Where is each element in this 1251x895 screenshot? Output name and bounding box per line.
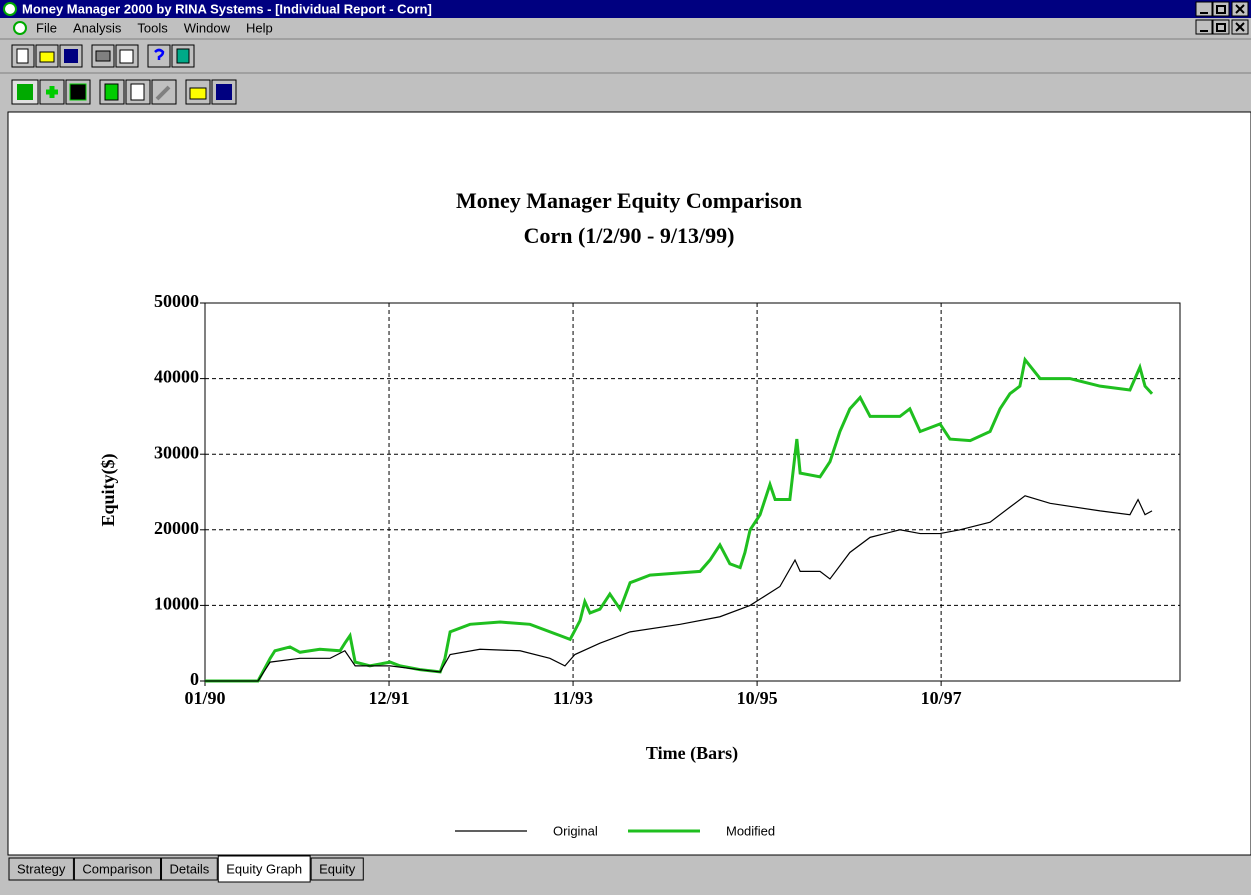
tab-shape — [8, 857, 74, 881]
y-tick-label: 50000 — [154, 291, 199, 311]
window-title: Money Manager 2000 by RINA Systems - [In… — [22, 1, 432, 16]
tab-label: Details — [170, 861, 210, 876]
menu-item[interactable]: Help — [246, 20, 273, 35]
icon — [46, 86, 58, 98]
plot-area — [204, 302, 1181, 682]
icon — [189, 87, 207, 100]
tab[interactable]: Comparison — [73, 857, 162, 881]
control-glyphs — [1200, 4, 1245, 32]
menu-item[interactable]: Window — [184, 20, 231, 35]
report-panel — [7, 111, 1251, 856]
series-line — [205, 495, 1153, 682]
tab-shape — [217, 855, 311, 883]
doc-icon — [13, 21, 27, 35]
tab-label: Comparison — [82, 861, 152, 876]
icon — [17, 84, 33, 100]
y-tick-label: 0 — [190, 669, 199, 689]
icon — [39, 51, 55, 63]
tab-label: Strategy — [17, 861, 66, 876]
toolbar[interactable] — [11, 44, 195, 68]
y-tick-label: 40000 — [154, 367, 199, 387]
x-tick-label: 10/97 — [921, 688, 962, 708]
tab[interactable]: Equity Graph — [217, 855, 311, 883]
y-tick-label: 20000 — [154, 518, 199, 538]
chart-title: Money Manager Equity Comparison — [456, 188, 802, 213]
menu-item[interactable]: Tools — [137, 20, 168, 35]
title-bar — [0, 0, 1251, 18]
x-tick-label: 12/91 — [369, 688, 410, 708]
legend-label: Original — [553, 823, 598, 838]
x-tick-label: 11/93 — [553, 688, 593, 708]
icon — [155, 85, 171, 101]
icon — [176, 48, 190, 64]
x-axis-label: Time (Bars) — [646, 743, 738, 764]
chart-subtitle: Corn (1/2/90 - 9/13/99) — [524, 223, 735, 248]
tab[interactable]: Strategy — [8, 857, 74, 881]
y-tick-label: 30000 — [154, 442, 199, 462]
tab[interactable]: Details — [161, 857, 218, 881]
tab-strip: Strategy Comparison Details Equity Graph Equ… — [8, 855, 364, 883]
y-tick-label: 10000 — [154, 594, 199, 614]
icon — [130, 83, 145, 101]
legend-label: Modified — [726, 823, 775, 838]
x-tick-label: 10/95 — [737, 688, 778, 708]
icon — [104, 83, 119, 101]
icon — [69, 83, 87, 101]
tab-label: Equity — [319, 861, 356, 876]
tab[interactable]: Equity — [310, 857, 364, 881]
tab-shape — [310, 857, 364, 881]
window-controls[interactable] — [1195, 1, 1249, 35]
icon — [64, 49, 78, 63]
icon — [16, 48, 29, 64]
tab-shape — [161, 857, 218, 881]
menu-bar: File Analysis Tools Window Help — [36, 20, 273, 35]
icon — [154, 48, 165, 60]
tab-label: Equity Graph — [226, 861, 302, 876]
icon — [216, 84, 232, 100]
tab-shape — [73, 857, 162, 881]
icon — [119, 49, 134, 64]
menu-item[interactable]: Analysis — [73, 20, 122, 35]
menu-item[interactable]: File — [36, 20, 57, 35]
x-tick-label: 01/90 — [184, 688, 225, 708]
y-axis-label: Equity($) — [98, 453, 119, 526]
series-line — [205, 356, 1154, 683]
icon — [95, 50, 111, 62]
app-icon — [3, 2, 17, 16]
report-toolbar[interactable] — [11, 79, 237, 105]
